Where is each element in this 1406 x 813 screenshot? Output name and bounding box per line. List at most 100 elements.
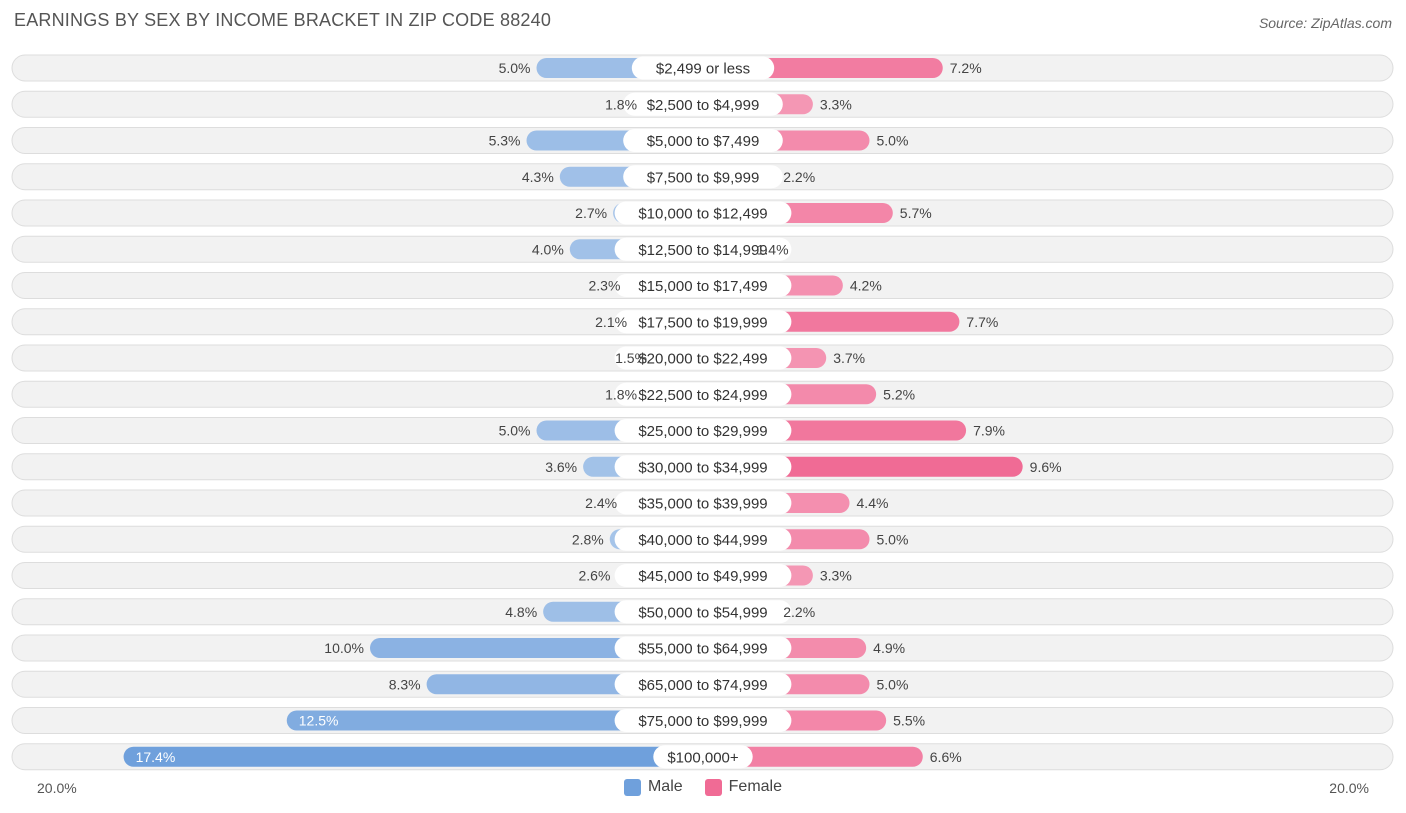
category-label: $22,500 to $24,999 — [638, 387, 767, 404]
category-label: $15,000 to $17,499 — [638, 278, 767, 295]
bar-row: $2,500 to $4,999 1.8% 3.3% — [11, 90, 1394, 118]
female-value-label: 5.0% — [877, 531, 909, 547]
legend-item-male[interactable]: Male — [623, 778, 683, 796]
male-value-label: 1.8% — [605, 386, 637, 402]
bar-row: $55,000 to $64,999 10.0% 4.9% — [11, 634, 1394, 662]
male-value-label: 2.4% — [585, 495, 617, 511]
male-value-label: 3.6% — [545, 459, 577, 475]
legend-label-female: Female — [728, 778, 783, 795]
category-pill — [631, 56, 775, 80]
category-label: $35,000 to $39,999 — [638, 496, 767, 513]
female-value-label: 9.6% — [1030, 459, 1062, 475]
male-value-label: 2.6% — [578, 568, 610, 584]
bar-row: $2,499 or less 5.0% 7.2% — [11, 54, 1394, 82]
bar-row: $5,000 to $7,499 5.3% 5.0% — [11, 127, 1394, 154]
category-pill — [653, 745, 753, 769]
source-label: Source: ZipAtlas.com — [1258, 15, 1392, 31]
category-pill — [614, 600, 792, 624]
bar-row: $15,000 to $17,499 2.3% 4.2% — [11, 272, 1394, 299]
category-pill — [623, 129, 783, 152]
category-label: $100,000+ — [667, 749, 739, 766]
bar-row: $45,000 to $49,999 2.6% 3.3% — [11, 562, 1394, 589]
female-value-label: 2.2% — [783, 604, 815, 620]
category-pill — [614, 672, 792, 696]
category-label: $55,000 to $64,999 — [638, 641, 767, 658]
female-value-label: 4.4% — [857, 495, 889, 511]
legend-item-female[interactable]: Female — [704, 778, 783, 796]
male-value-label: 1.8% — [605, 96, 637, 112]
female-value-label: 5.2% — [883, 386, 915, 402]
male-value-label: 1.5% — [615, 350, 647, 366]
category-pill — [614, 382, 792, 406]
male-value-label: 2.1% — [595, 314, 627, 330]
bar-row: $12,500 to $14,999 4.0% 1.4% — [11, 235, 1394, 263]
bar-row: $17,500 to $19,999 2.1% 7.7% — [11, 308, 1394, 336]
male-value-label: 2.3% — [588, 278, 620, 294]
female-value-label: 4.9% — [873, 640, 905, 656]
male-value-label: 5.0% — [499, 423, 531, 439]
female-value-label: 6.6% — [930, 749, 962, 765]
chart-title: EARNINGS BY SEX BY INCOME BRACKET IN ZIP… — [14, 10, 552, 30]
female-value-label: 3.3% — [820, 96, 852, 112]
male-value-label: 4.8% — [505, 604, 537, 620]
bar-row: $50,000 to $54,999 4.8% 2.2% — [11, 598, 1394, 626]
bar-row: $30,000 to $34,999 3.6% 9.6% — [11, 453, 1394, 481]
bar-row: $75,000 to $99,999 12.5% 5.5% — [11, 707, 1394, 734]
axis-max-label: 20.0% — [1329, 780, 1369, 796]
bar-row: $100,000+ 17.4% 6.6% — [11, 743, 1394, 771]
category-pill — [614, 527, 792, 551]
category-pill — [623, 92, 783, 116]
bar-row: $65,000 to $74,999 8.3% 5.0% — [11, 670, 1394, 698]
bar-row: $40,000 to $44,999 2.8% 5.0% — [11, 525, 1394, 553]
male-value-label: 5.3% — [489, 133, 521, 149]
category-label: $2,500 to $4,999 — [647, 97, 760, 114]
bar-row: $35,000 to $39,999 2.4% 4.4% — [11, 489, 1394, 517]
female-value-label: 3.7% — [833, 350, 865, 366]
category-pill — [614, 346, 792, 370]
female-value-label: 7.2% — [950, 60, 982, 76]
category-pill — [614, 564, 792, 587]
axis-min-label: 20.0% — [37, 780, 77, 796]
male-value-label: 10.0% — [324, 640, 364, 656]
male-value-label: 17.4% — [136, 749, 176, 765]
female-value-label: 1.4% — [757, 241, 789, 257]
category-pill — [614, 274, 792, 297]
category-pill — [614, 310, 792, 334]
category-pill — [614, 419, 792, 442]
male-bar — [123, 746, 713, 767]
category-label: $5,000 to $7,499 — [647, 133, 760, 150]
legend: Male Female — [0, 778, 1406, 796]
female-value-label: 5.0% — [877, 133, 909, 149]
female-value-label: 7.9% — [973, 423, 1005, 439]
female-value-label: 3.3% — [820, 568, 852, 584]
male-value-label: 8.3% — [389, 676, 421, 692]
bar-row: $10,000 to $12,499 2.7% 5.7% — [11, 199, 1394, 227]
category-label: $17,500 to $19,999 — [638, 314, 767, 331]
male-value-label: 5.0% — [499, 60, 531, 76]
female-value-label: 5.5% — [893, 713, 925, 729]
male-value-label: 4.0% — [532, 241, 564, 257]
female-value-label: 5.7% — [900, 205, 932, 221]
category-pill — [623, 165, 783, 189]
category-pill — [614, 201, 792, 225]
category-label: $30,000 to $34,999 — [638, 459, 767, 476]
category-label: $45,000 to $49,999 — [638, 568, 767, 585]
legend-swatch-female — [704, 778, 722, 796]
category-label: $65,000 to $74,999 — [638, 677, 767, 694]
male-bar — [286, 710, 713, 731]
female-value-label: 5.0% — [877, 676, 909, 692]
bar-row: $7,500 to $9,999 4.3% 2.2% — [11, 163, 1394, 191]
female-value-label: 4.2% — [850, 278, 882, 294]
category-pill — [614, 709, 792, 732]
legend-swatch-male — [623, 778, 641, 796]
category-pill — [614, 636, 792, 660]
category-pill — [614, 455, 792, 479]
legend-label-male: Male — [647, 778, 683, 795]
female-value-label: 2.2% — [783, 169, 815, 185]
category-label: $2,499 or less — [656, 61, 750, 78]
male-value-label: 12.5% — [299, 713, 339, 729]
category-pill — [614, 491, 792, 515]
